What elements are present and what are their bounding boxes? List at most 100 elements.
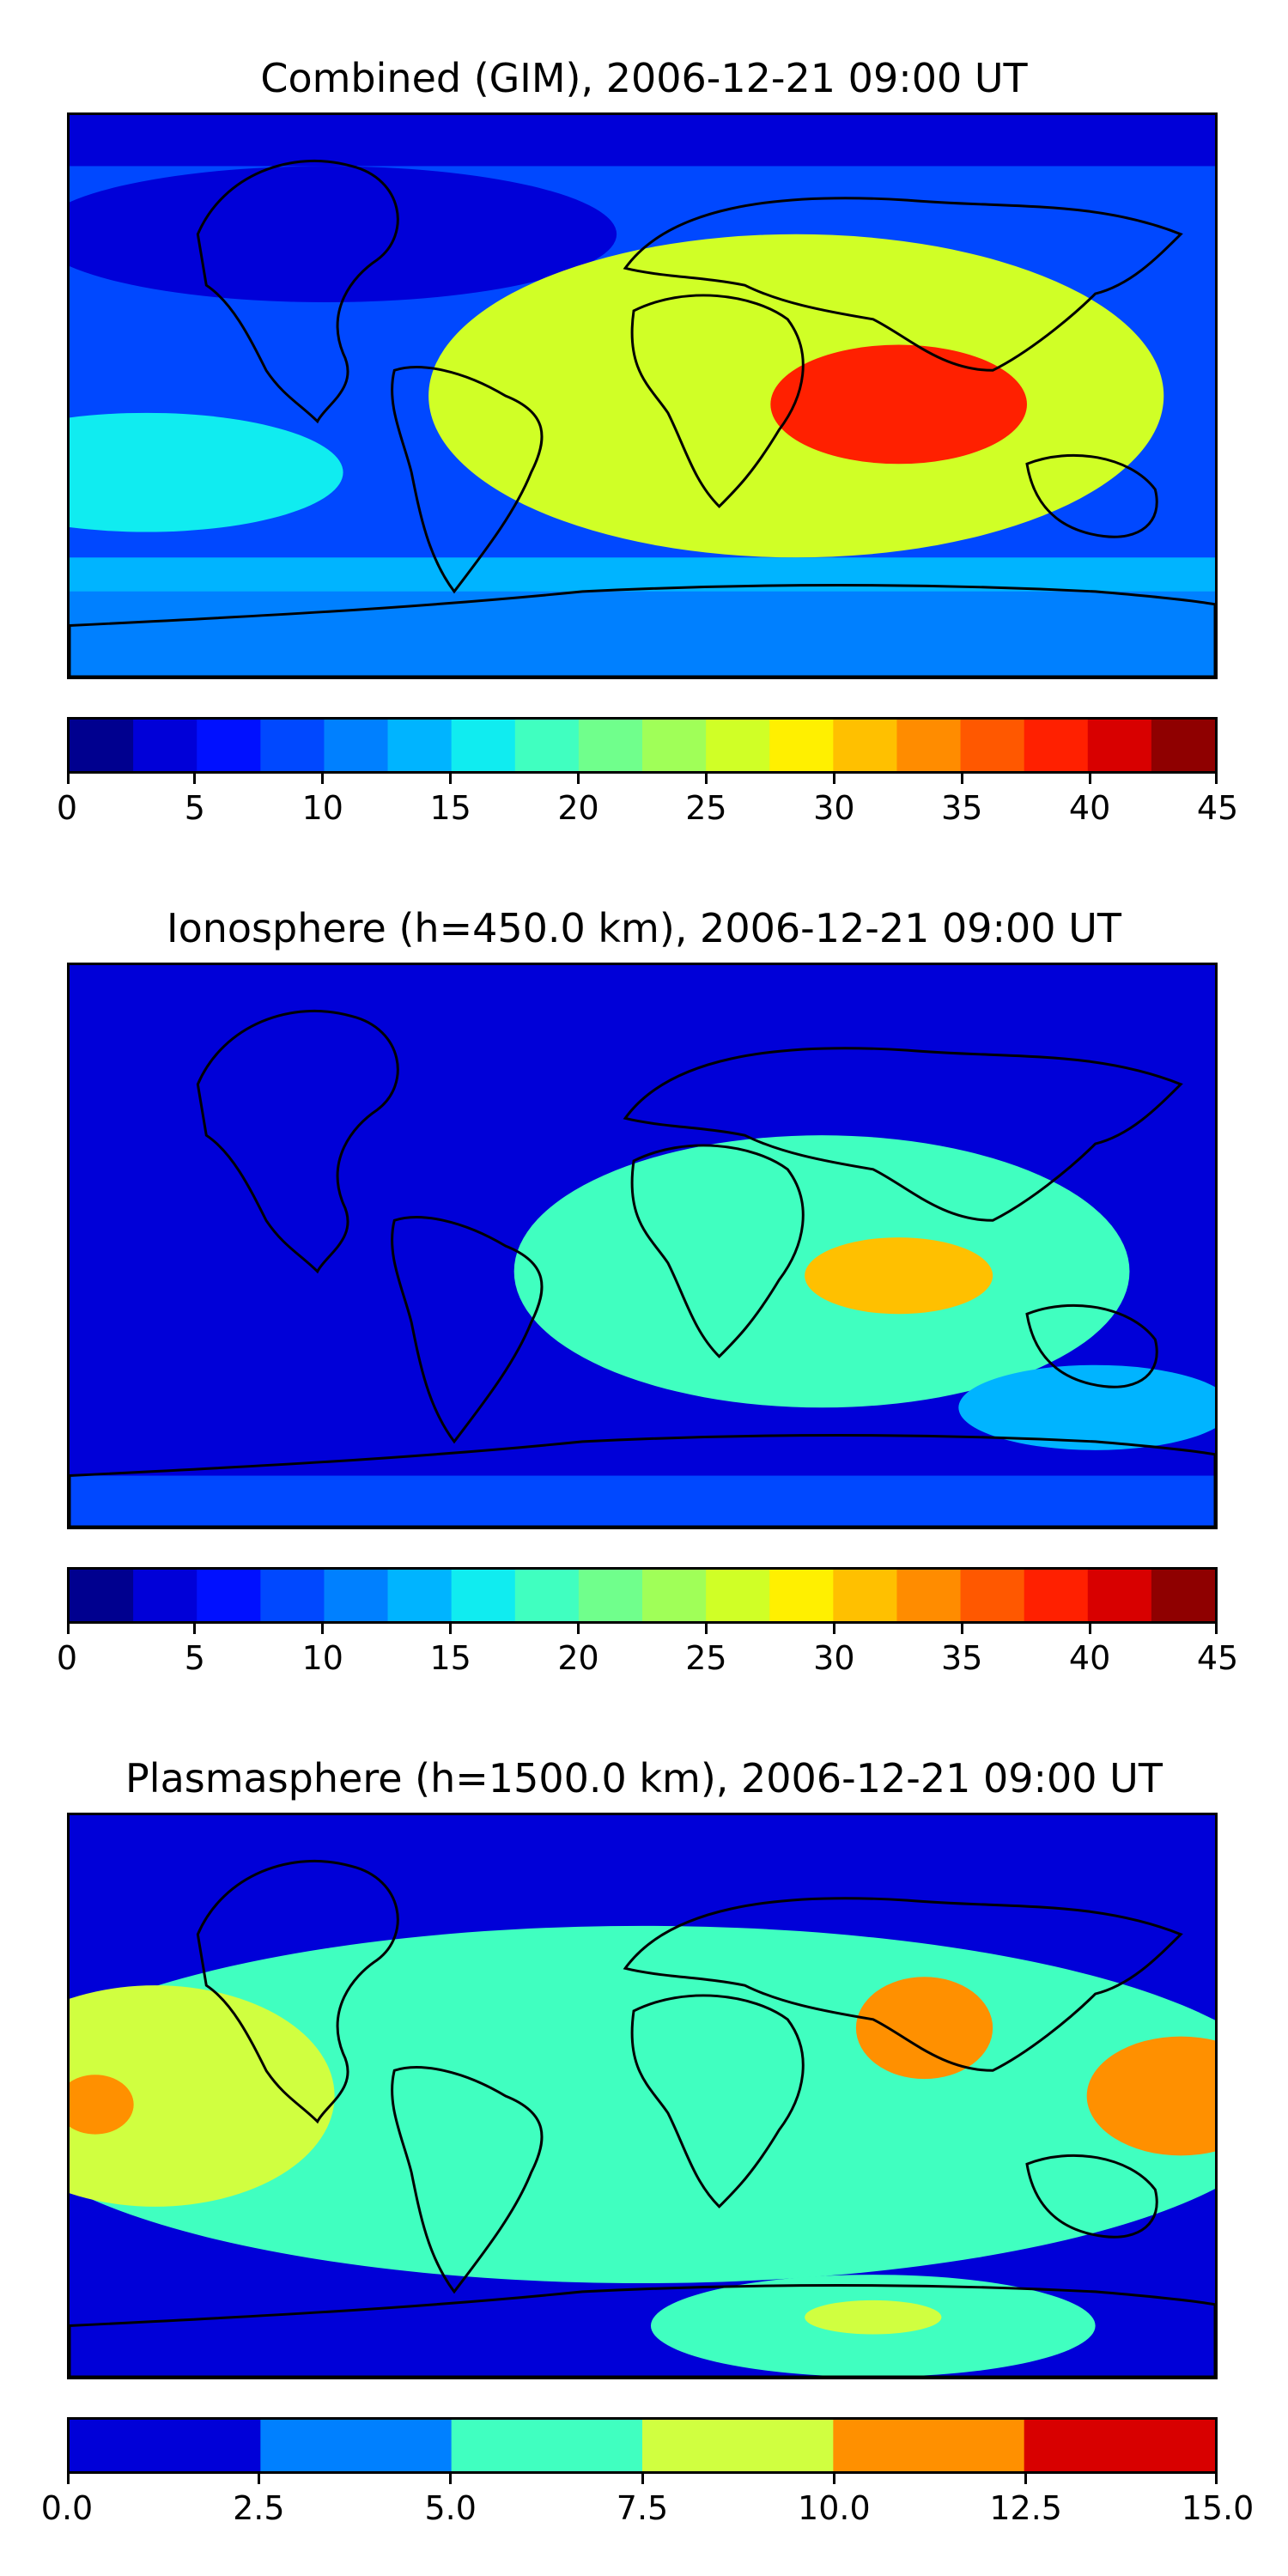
colorbar-tick — [449, 1624, 453, 1634]
contour-region-southern-oval-core — [805, 2300, 942, 2335]
contour-region-antarctic — [70, 591, 1215, 677]
colorbar-tick-label: 25 — [685, 1639, 727, 1677]
panel-ionosphere: Ionosphere (h=450.0 km), 2006-12-21 09:0… — [0, 0, 1288, 1677]
colorbar-tick — [1215, 2474, 1218, 2484]
colorbar-swatch — [514, 1570, 580, 1621]
colorbar-tick-label: 10 — [301, 1639, 343, 1677]
colorbar-tick — [704, 1624, 708, 1634]
colorbar-swatch — [1087, 1570, 1152, 1621]
contour-region-east-of-indonesia — [1086, 2036, 1215, 2156]
colorbar-swatch — [642, 1570, 707, 1621]
colorbar-tick-label: 10 — [301, 789, 343, 827]
colorbar-tick — [193, 774, 197, 784]
colorbar-swatch — [578, 720, 643, 771]
colorbar-tick-label: 40 — [1068, 789, 1111, 827]
colorbar-tick — [704, 774, 708, 784]
colorbar-tick-label: 45 — [1196, 1639, 1239, 1677]
colorbar-tick — [257, 2474, 260, 2484]
colorbar-swatch — [833, 1570, 897, 1621]
colorbar-swatch — [260, 1570, 325, 1621]
coastline — [1025, 453, 1158, 538]
colorbar-swatches — [70, 2420, 1215, 2471]
contour-map — [70, 1815, 1215, 2377]
colorbar-swatch — [1087, 720, 1152, 771]
colorbar-swatches — [70, 1570, 1215, 1621]
coastline — [196, 1859, 399, 2124]
coastline — [70, 1434, 1215, 1527]
colorbar-ticks: 0 5 10 15 20 25 30 35 40 45 — [57, 774, 1238, 827]
coastline — [391, 1216, 544, 1444]
colorbar-swatch — [769, 720, 834, 771]
coastline — [630, 294, 805, 508]
colorbar-swatch — [960, 1570, 1025, 1621]
contour-map — [70, 115, 1215, 677]
contour-region-pacific-band — [70, 412, 343, 532]
colorbar-swatch — [387, 1570, 453, 1621]
contour-region-india — [855, 1977, 993, 2080]
contour-region-indian-ocean-peak — [805, 1237, 993, 1315]
colorbar-swatch — [833, 2420, 1025, 2471]
colorbar-swatch — [70, 1570, 134, 1621]
colorbar-tick-label: 40 — [1068, 1639, 1111, 1677]
coastline — [70, 584, 1215, 677]
colorbar-tick-label: 15 — [429, 789, 471, 827]
colorbar-swatch — [387, 720, 453, 771]
contour-region-pacific-peak — [70, 2075, 134, 2135]
colorbar-tick — [960, 1624, 963, 1634]
colorbar-swatch — [1151, 720, 1215, 771]
colorbar-tick — [832, 2474, 835, 2484]
map-plot — [67, 963, 1218, 1529]
colorbar-swatch — [514, 720, 580, 771]
colorbar-tick-label: 35 — [941, 789, 983, 827]
colorbar-swatch — [1024, 2420, 1215, 2471]
colorbar — [67, 717, 1218, 774]
colorbar-swatch — [642, 720, 707, 771]
colorbar-tick — [641, 2474, 644, 2484]
coastline — [630, 1144, 805, 1358]
contour-region-south-east-pacific — [958, 1364, 1215, 1450]
colorbar-swatch — [70, 2420, 261, 2471]
coastline — [623, 197, 1183, 372]
colorbar-swatch — [324, 1570, 389, 1621]
colorbar-swatch — [70, 720, 134, 771]
colorbar-tick-label: 20 — [557, 1639, 599, 1677]
colorbar-tick — [577, 774, 580, 784]
colorbar-tick — [67, 2474, 70, 2484]
contour-region-north-polar — [70, 166, 617, 302]
colorbar-tick-label: 20 — [557, 789, 599, 827]
coastline — [623, 1047, 1183, 1222]
coastline — [623, 1897, 1183, 2072]
colorbar-tick-label: 2.5 — [233, 2489, 285, 2527]
colorbar-swatches — [70, 720, 1215, 771]
colorbar-tick-label: 0.0 — [40, 2489, 94, 2527]
colorbar-tick-label: 45 — [1196, 789, 1239, 827]
colorbar-tick-label: 15.0 — [1181, 2489, 1255, 2527]
colorbar-tick — [67, 1624, 70, 1634]
colorbar-swatch — [960, 720, 1025, 771]
colorbar-tick — [321, 1624, 325, 1634]
map-plot — [67, 1813, 1218, 2379]
colorbar-swatch — [706, 720, 770, 771]
colorbar-tick — [1024, 2474, 1028, 2484]
colorbar-swatch — [133, 1570, 197, 1621]
coastline — [1025, 1303, 1158, 1388]
colorbar-swatch — [197, 1570, 261, 1621]
colorbar-tick — [193, 1624, 197, 1634]
coastline — [196, 159, 399, 424]
chart-title: Ionosphere (h=450.0 km), 2006-12-21 09:0… — [167, 905, 1121, 951]
colorbar-swatch — [833, 720, 897, 771]
coastline — [1025, 2154, 1158, 2239]
colorbar-swatch — [451, 1570, 516, 1621]
colorbar-swatch — [260, 2420, 453, 2471]
contour-region-antarctic — [70, 1475, 1215, 1527]
colorbar — [67, 1567, 1218, 1624]
colorbar-tick-label: 30 — [813, 1639, 855, 1677]
colorbar-tick-label: 15 — [429, 1639, 471, 1677]
colorbar-tick — [1088, 774, 1091, 784]
colorbar-tick — [577, 1624, 580, 1634]
colorbar-tick-label: 12.5 — [989, 2489, 1062, 2527]
colorbar-swatch — [197, 720, 261, 771]
coastline — [391, 2066, 544, 2294]
colorbar-tick — [67, 774, 70, 784]
